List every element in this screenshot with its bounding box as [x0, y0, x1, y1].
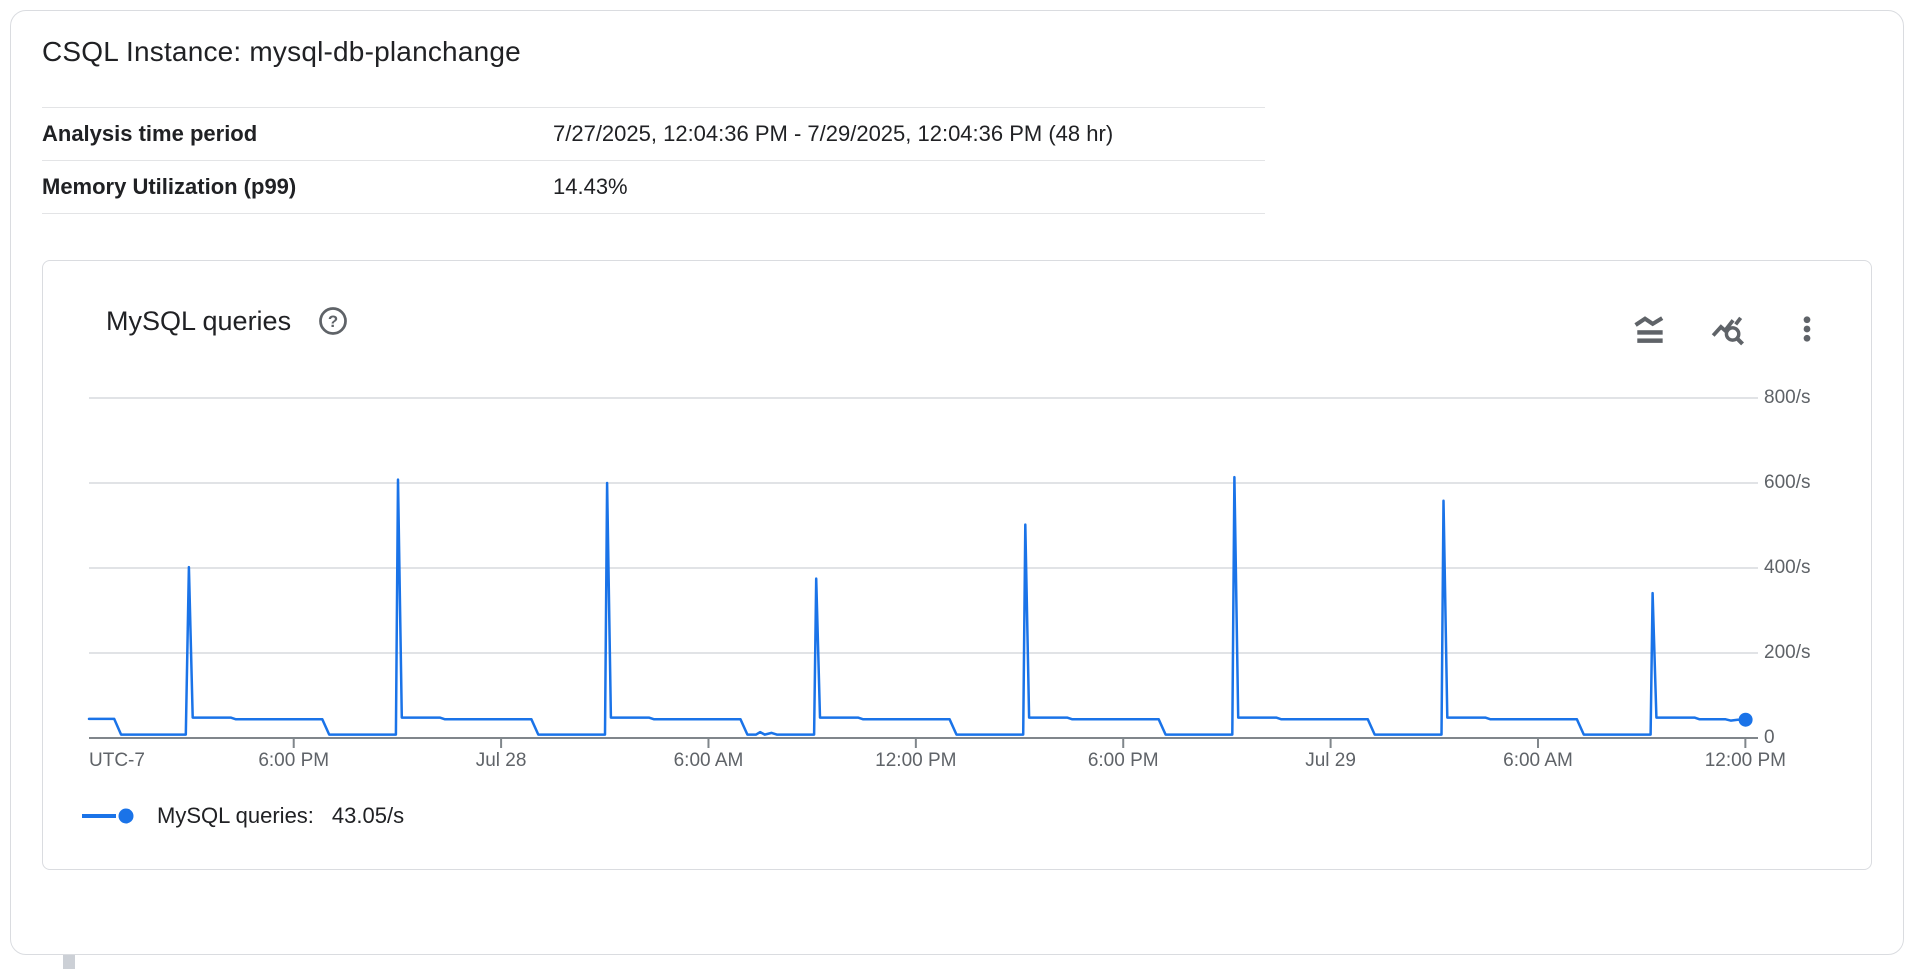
page-title: CSQL Instance: mysql-db-planchange	[42, 36, 521, 67]
row-label: Memory Utilization (p99)	[42, 174, 297, 199]
row-value: 7/27/2025, 12:04:36 PM - 7/29/2025, 12:0…	[553, 121, 1114, 146]
chart-title: MySQL queries	[106, 305, 292, 336]
summary-table: Analysis time period 7/27/2025, 12:04:36…	[42, 107, 1265, 214]
explore-chart-icon[interactable]	[1711, 311, 1747, 347]
row-label: Analysis time period	[42, 121, 258, 146]
legend-series-value: 43.05/s	[331, 803, 405, 828]
table-row: Analysis time period 7/27/2025, 12:04:36…	[42, 107, 1265, 160]
legend-series-label: MySQL queries:	[157, 803, 314, 828]
chart-header: MySQL queries ?	[106, 305, 349, 337]
series-line	[87, 475, 1747, 736]
chart-toolbar	[1633, 311, 1825, 347]
more-vert-icon[interactable]	[1789, 311, 1825, 347]
mysql-queries-plot[interactable]	[43, 261, 1873, 871]
next-card-edge	[63, 955, 75, 969]
chart-legend[interactable]: MySQL queries: 43.05/s	[81, 803, 404, 829]
legend-toggle-icon[interactable]	[1633, 311, 1669, 347]
help-icon[interactable]: ?	[317, 305, 349, 337]
series-end-dot	[1738, 712, 1753, 727]
svg-text:?: ?	[328, 312, 338, 331]
legend-series-glyph	[82, 808, 134, 824]
mysql-queries-chart-card: MySQL queries ?	[42, 260, 1872, 870]
table-row: Memory Utilization (p99) 14.43%	[42, 160, 1265, 213]
row-value: 14.43%	[553, 174, 628, 199]
